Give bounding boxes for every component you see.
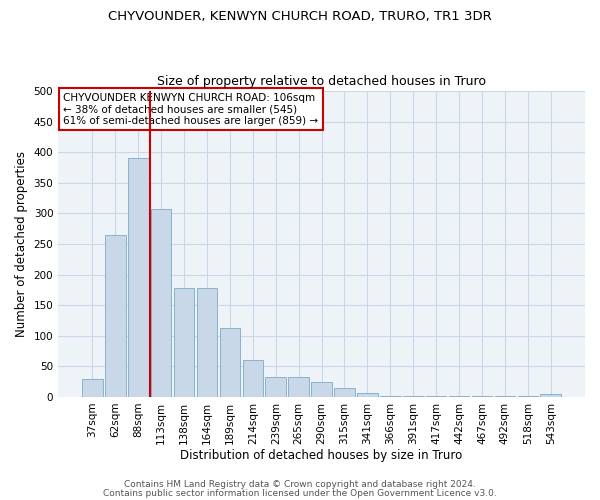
Bar (151, 208, 172, 397)
Bar (449, 396, 469, 397)
Bar (426, 396, 446, 397)
Bar (265, 378, 286, 397)
Bar (403, 396, 424, 397)
Bar (105, 235, 125, 397)
Text: Contains public sector information licensed under the Open Government Licence v3: Contains public sector information licen… (103, 489, 497, 498)
Bar (311, 382, 332, 397)
Bar (494, 396, 515, 397)
Bar (289, 378, 309, 397)
Bar (242, 360, 263, 397)
Bar (197, 288, 217, 397)
Y-axis label: Number of detached properties: Number of detached properties (15, 151, 28, 337)
Bar (174, 288, 194, 397)
Bar (357, 392, 378, 397)
X-axis label: Distribution of detached houses by size in Truro: Distribution of detached houses by size … (181, 450, 463, 462)
Bar (220, 328, 240, 397)
Text: CHYVOUNDER KENWYN CHURCH ROAD: 106sqm
← 38% of detached houses are smaller (545): CHYVOUNDER KENWYN CHURCH ROAD: 106sqm ← … (64, 92, 319, 126)
Bar (334, 388, 355, 397)
Bar (518, 396, 538, 397)
Bar (472, 396, 493, 397)
Text: CHYVOUNDER, KENWYN CHURCH ROAD, TRURO, TR1 3DR: CHYVOUNDER, KENWYN CHURCH ROAD, TRURO, T… (108, 10, 492, 23)
Bar (82, 378, 103, 397)
Bar (128, 158, 149, 397)
Bar (380, 396, 401, 397)
Title: Size of property relative to detached houses in Truro: Size of property relative to detached ho… (157, 76, 486, 88)
Bar (541, 394, 561, 397)
Text: Contains HM Land Registry data © Crown copyright and database right 2024.: Contains HM Land Registry data © Crown c… (124, 480, 476, 489)
